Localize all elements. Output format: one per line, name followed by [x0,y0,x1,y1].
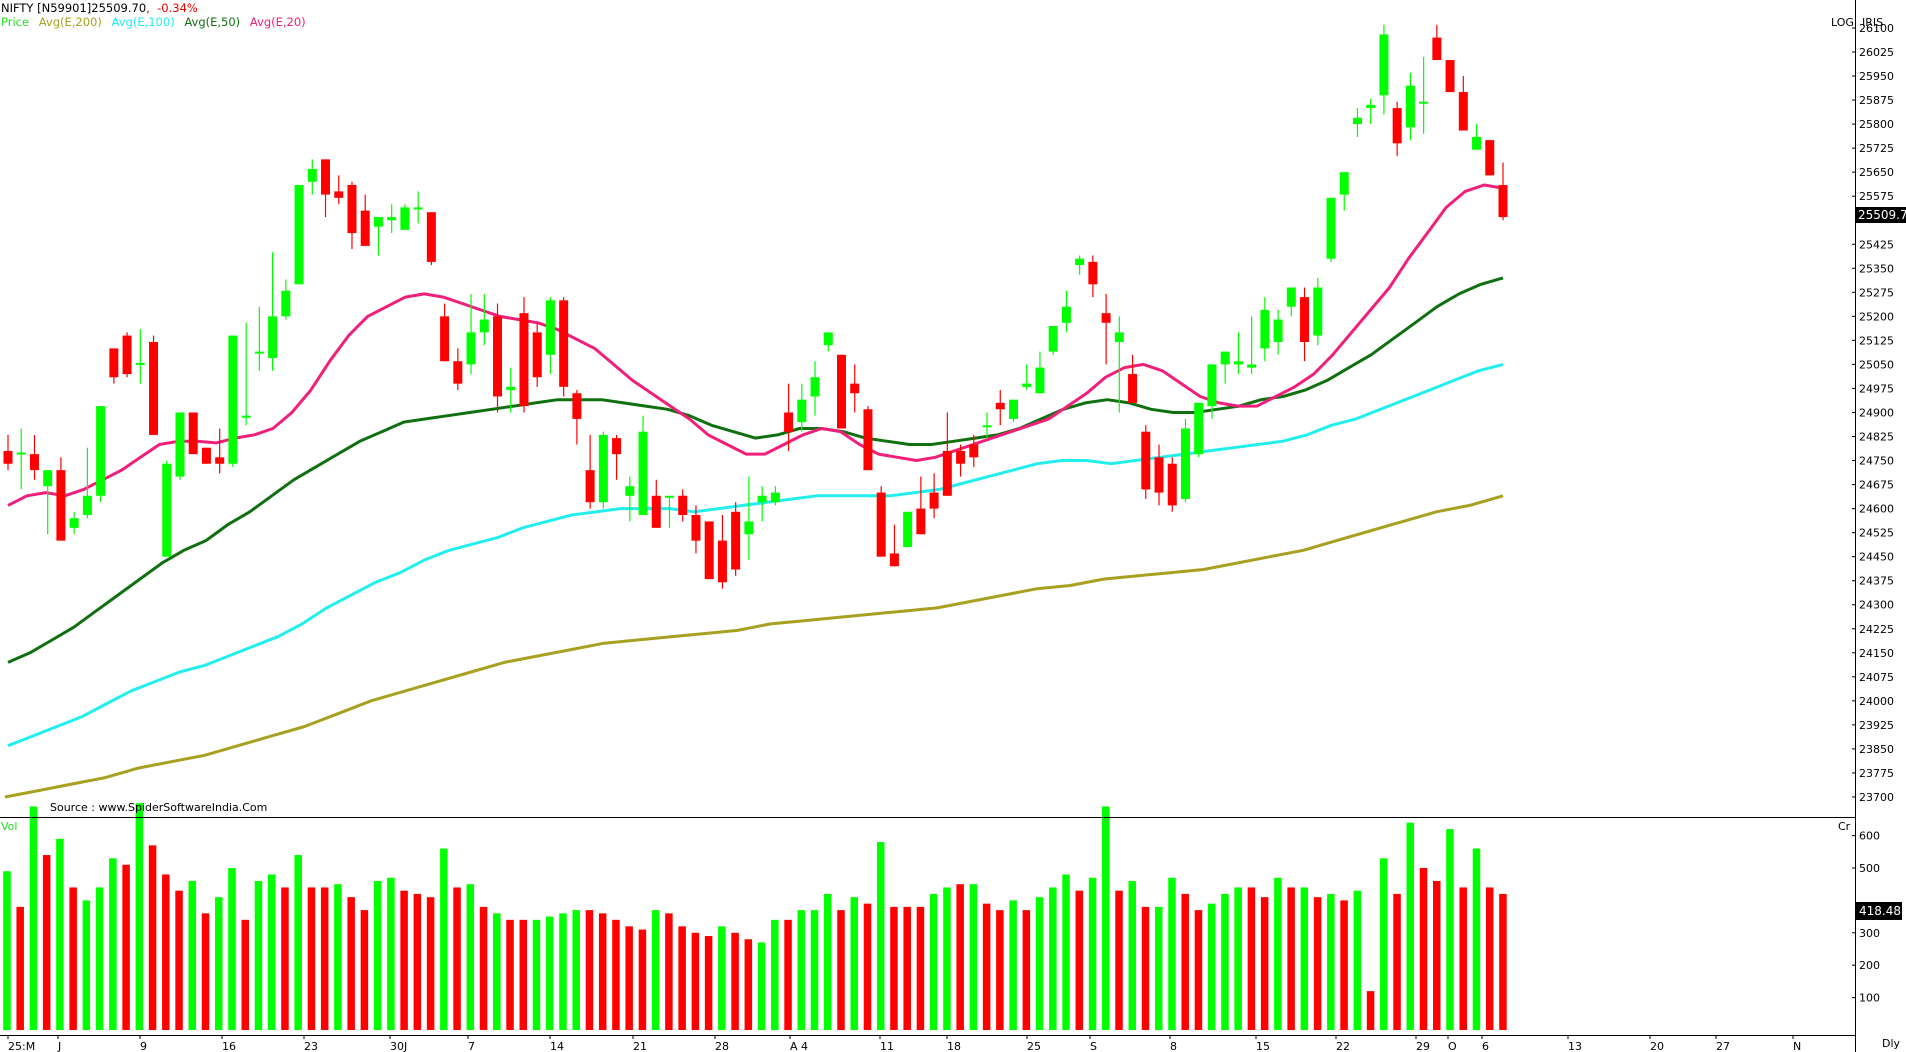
symbol-label: NIFTY [N59901] [1,1,92,15]
ema20-line [7,183,1504,507]
candlestick-series [3,24,1508,589]
svg-text:26025: 26025 [1859,46,1894,59]
svg-text:21: 21 [633,1040,647,1052]
svg-text:30J: 30J [390,1040,407,1052]
svg-text:J: J [57,1040,61,1052]
svg-text:23700: 23700 [1859,791,1894,804]
svg-text:13: 13 [1568,1040,1582,1052]
ema50-line [7,276,1504,664]
svg-text:27: 27 [1716,1040,1730,1052]
price-axis-ticks: 26100 26025 25950 25875 25800 25725 25650 25575… [1852,22,1894,804]
svg-text:24525: 24525 [1859,527,1894,540]
svg-text:500: 500 [1859,862,1880,875]
current-price-marker: 25509.7 [1856,207,1906,223]
svg-text:25125: 25125 [1859,334,1894,347]
svg-text:11: 11 [880,1040,894,1052]
svg-text:25350: 25350 [1859,262,1894,275]
svg-text:25: 25 [1027,1040,1041,1052]
svg-text:25:M: 25:M [8,1040,35,1052]
source-credit: Source : www.SpiderSoftwareIndia.Com [50,801,268,814]
svg-text:23850: 23850 [1859,743,1894,756]
ema100-line [7,362,1504,748]
svg-text:7: 7 [468,1040,475,1052]
chart-title: NIFTY [N59901]25509.70, -0.34% [1,1,198,15]
svg-text:9: 9 [140,1040,147,1052]
svg-text:18: 18 [947,1040,961,1052]
svg-text:16: 16 [222,1040,236,1052]
volume-bars [3,803,1507,1030]
legend-ema200[interactable]: Avg(E,200) [38,15,102,29]
svg-text:25509.7: 25509.7 [1858,208,1906,222]
svg-text:25200: 25200 [1859,310,1894,323]
svg-text:23775: 23775 [1859,767,1894,780]
svg-text:22: 22 [1336,1040,1350,1052]
log-scale-toggle[interactable]: LOG [1831,16,1854,29]
svg-text:24375: 24375 [1859,575,1894,588]
last-price: 25509.70 [91,1,147,15]
svg-text:23925: 23925 [1859,719,1894,732]
svg-text:25425: 25425 [1859,238,1894,251]
time-axis-ticks: 25:M J 9 16 23 30J 7 14 21 28 A 4 11 18 25 S 8 15 22 29 O 6 1… [7,1035,1801,1052]
svg-text:8: 8 [1170,1040,1177,1052]
legend-ema100[interactable]: Avg(E,100) [111,15,175,29]
svg-text:26100: 26100 [1859,22,1894,35]
svg-text:28: 28 [715,1040,729,1052]
legend-price[interactable]: Price [1,15,30,29]
legend-ema50[interactable]: Avg(E,50) [184,15,241,29]
svg-text:25275: 25275 [1859,286,1894,299]
svg-text:23: 23 [304,1040,318,1052]
svg-text:N: N [1793,1040,1801,1052]
volume-panel-label: Vol [1,820,18,833]
iris-toggle[interactable]: IRIS [1862,16,1884,29]
change-percent: -0.34% [157,1,198,15]
svg-text:24450: 24450 [1859,551,1894,564]
legend-ema20[interactable]: Avg(E,20) [249,15,306,29]
svg-text:A 4: A 4 [790,1040,808,1052]
svg-text:25950: 25950 [1859,70,1894,83]
svg-text:6: 6 [1482,1040,1489,1052]
volume-unit-label: Cr [1838,820,1851,833]
svg-text:600: 600 [1859,830,1880,843]
svg-text:24900: 24900 [1859,406,1894,419]
svg-text:25800: 25800 [1859,118,1894,131]
indicator-legend: Price Avg(E,200) Avg(E,100) Avg(E,50) Av… [1,15,312,29]
svg-text:29: 29 [1416,1040,1430,1052]
volume-axis-ticks: 100 200 300 500 600 [1852,830,1880,1005]
svg-text:24300: 24300 [1859,599,1894,612]
svg-text:24150: 24150 [1859,647,1894,660]
svg-text:24075: 24075 [1859,671,1894,684]
svg-text:25875: 25875 [1859,94,1894,107]
svg-text:25050: 25050 [1859,358,1894,371]
svg-text:200: 200 [1859,959,1880,972]
svg-text:24600: 24600 [1859,503,1894,516]
svg-text:300: 300 [1859,927,1880,940]
svg-text:14: 14 [550,1040,564,1052]
svg-text:418.48: 418.48 [1859,904,1901,918]
svg-text:24000: 24000 [1859,695,1894,708]
svg-text:24225: 24225 [1859,623,1894,636]
svg-text:15: 15 [1256,1040,1270,1052]
svg-text:25650: 25650 [1859,166,1894,179]
timeframe-label[interactable]: Dly [1882,1037,1901,1050]
svg-text:O: O [1448,1040,1457,1052]
svg-text:S: S [1090,1040,1097,1052]
svg-text:25725: 25725 [1859,142,1894,155]
svg-text:25575: 25575 [1859,190,1894,203]
svg-text:24975: 24975 [1859,382,1894,395]
svg-text:24825: 24825 [1859,431,1894,444]
ema200-line [4,494,1504,799]
current-volume-marker: 418.48 [1856,902,1902,920]
svg-text:24750: 24750 [1859,455,1894,468]
svg-text:20: 20 [1650,1040,1664,1052]
svg-text:24675: 24675 [1859,479,1894,492]
svg-text:100: 100 [1859,992,1880,1005]
